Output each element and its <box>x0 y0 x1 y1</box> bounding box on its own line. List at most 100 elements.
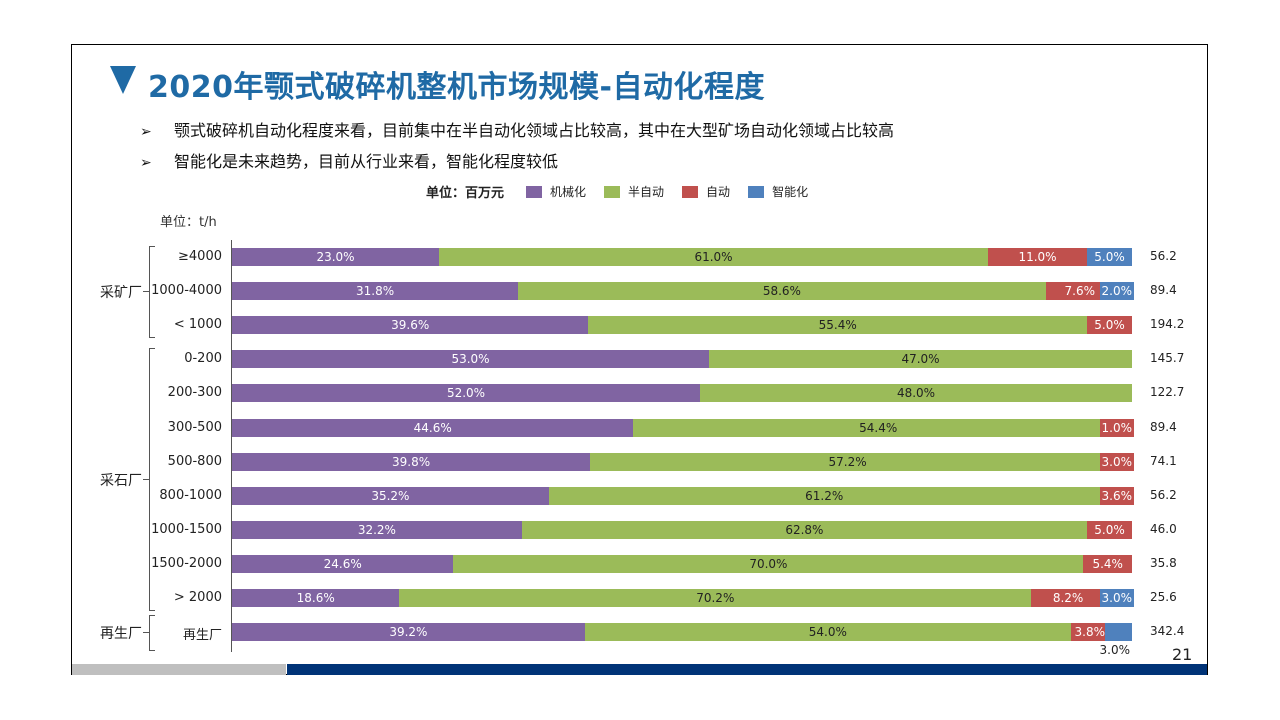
bar-row: 44.6% 54.4% 1.0% <box>232 418 1134 437</box>
data-label: 31.8% <box>356 284 395 299</box>
bar-segment-semi-auto <box>548 486 1100 505</box>
data-label: 39.8% <box>392 454 431 469</box>
bar-row: 39.6% 55.4% 5.0% <box>232 316 1132 335</box>
row-total: 194.2 <box>1150 317 1185 332</box>
group-bracket <box>149 246 155 339</box>
bar-row: 23.0% 61.0% 11.0% 5.0% <box>232 248 1132 266</box>
data-label: 3.6% <box>1099 486 1134 505</box>
data-label: 11.0% <box>1018 250 1057 264</box>
category-label: 1500-2000 <box>151 555 222 571</box>
data-label: 5.0% <box>1094 250 1125 264</box>
bar-segment-mechanized <box>232 316 589 335</box>
legend-swatch <box>526 185 543 198</box>
bar-segment-semi-auto <box>439 248 988 266</box>
bar-segment-mechanized <box>232 248 439 266</box>
category-label: 0-200 <box>184 351 222 367</box>
bar-segment-mechanized <box>232 589 400 607</box>
bar-segment-auto <box>1031 589 1105 607</box>
group-bracket <box>149 615 155 652</box>
row-total: 89.4 <box>1150 419 1177 434</box>
data-label: 70.0% <box>749 556 788 571</box>
group-bracket-tick <box>143 632 149 634</box>
bar-segment-mechanized <box>232 418 634 437</box>
legend-swatch <box>748 185 765 198</box>
row-total: 74.1 <box>1150 453 1177 468</box>
bar-segment-mechanized <box>232 520 522 539</box>
bar-row: 53.0% 47.0% <box>232 350 1132 369</box>
category-label: < 1000 <box>173 317 222 333</box>
data-label: 8.2% <box>1052 591 1084 605</box>
bar-segment-semi-auto <box>588 316 1087 335</box>
bar-segment-auto <box>1087 316 1132 335</box>
bar-segment-semi-auto <box>584 623 1071 642</box>
bar-segment-intelligent <box>1105 623 1132 642</box>
data-label: 24.6% <box>323 556 362 571</box>
bullet-text: 颚式破碎机自动化程度来看，目前集中在半自动化领域占比较高，其中在大型矿场自动化领… <box>174 121 895 140</box>
bar-row: 39.2% 54.0% 3.8% 3.0% <box>232 623 1132 657</box>
category-label: 200-300 <box>167 385 222 401</box>
bar-segment-mechanized <box>232 486 549 505</box>
row-total: 145.7 <box>1150 351 1185 366</box>
data-label: 62.8% <box>785 522 824 537</box>
page-title: 2020年颚式破碎机整机市场规模-自动化程度 <box>148 70 765 105</box>
data-label: 7.6% <box>1064 284 1096 299</box>
data-label: 32.2% <box>357 522 396 537</box>
category-label: 再生厂 <box>182 628 222 644</box>
row-total: 56.2 <box>1150 487 1177 502</box>
data-label: 57.2% <box>828 454 867 469</box>
bullet-item-2: ➢ 智能化是未来趋势，目前从行业来看，智能化程度较低 <box>140 148 558 172</box>
category-label: 300-500 <box>167 419 222 435</box>
bullet-text: 智能化是未来趋势，目前从行业来看，智能化程度较低 <box>174 152 559 171</box>
data-label: 54.0% <box>808 625 847 640</box>
data-label: 44.6% <box>413 420 452 435</box>
data-label: 61.2% <box>805 488 844 503</box>
row-total: 122.7 <box>1150 385 1185 400</box>
data-label: 47.0% <box>901 352 940 367</box>
group-bracket-tick <box>143 478 149 480</box>
data-label: 5.0% <box>1094 318 1125 333</box>
bar-row: 18.6% 70.2% 8.2% 3.0% <box>232 589 1134 607</box>
category-label: > 2000 <box>173 590 222 605</box>
data-label: 39.6% <box>391 318 430 333</box>
row-total: 56.2 <box>1150 249 1177 263</box>
bar-segment-intelligent <box>1087 248 1132 266</box>
bar-segment-mechanized <box>232 623 585 642</box>
footer-bar-grey <box>72 664 286 675</box>
legend-swatch <box>604 185 621 198</box>
chart-legend: 单位：百万元 机械化 半自动 自动 智能化 <box>426 182 826 201</box>
data-label: 70.2% <box>696 591 735 605</box>
group-bracket <box>149 348 155 611</box>
legend-item-mechanized: 机械化 <box>526 183 586 200</box>
bar-segment-semi-auto <box>633 418 1123 437</box>
bar-segment-semi-auto <box>590 452 1105 471</box>
data-label: 1.0% <box>1099 418 1134 437</box>
data-label: 54.4% <box>859 420 898 435</box>
data-label: 2.0% <box>1099 282 1134 301</box>
y-unit-label: 单位：t/h <box>160 215 217 230</box>
legend-item-auto: 自动 <box>682 183 730 200</box>
legend-label: 机械化 <box>550 185 587 199</box>
legend-item-semi-auto: 半自动 <box>604 183 664 200</box>
y-axis-line <box>231 240 232 652</box>
bar-row: 24.6% 70.0% 5.4% <box>232 554 1132 573</box>
bar-segment-mechanized <box>232 554 454 573</box>
row-total: 342.4 <box>1150 624 1185 639</box>
legend-label: 自动 <box>706 185 731 199</box>
data-label: 48.0% <box>896 386 936 401</box>
legend-item-intelligent: 智能化 <box>748 183 808 200</box>
bar-segment-mechanized <box>232 350 709 369</box>
group-bracket-tick <box>143 291 149 293</box>
footer-bar-blue <box>287 664 1207 675</box>
category-label: 800-1000 <box>159 487 222 503</box>
legend-unit-label: 单位：百万元 <box>426 186 505 201</box>
bar-segment-auto <box>988 248 1087 266</box>
bar-row: 31.8% 58.6% 7.6% 2.0% <box>232 282 1134 301</box>
data-label: 58.6% <box>762 284 801 299</box>
data-label: 53.0% <box>451 352 490 367</box>
bar-row: 39.8% 57.2% 3.0% <box>232 452 1134 471</box>
data-label: 23.0% <box>316 250 355 264</box>
data-label: 5.0% <box>1094 522 1125 537</box>
group-label: 采石厂 <box>100 472 142 489</box>
bar-segment-auto <box>1045 282 1114 301</box>
bar-segment-mechanized <box>232 282 519 301</box>
